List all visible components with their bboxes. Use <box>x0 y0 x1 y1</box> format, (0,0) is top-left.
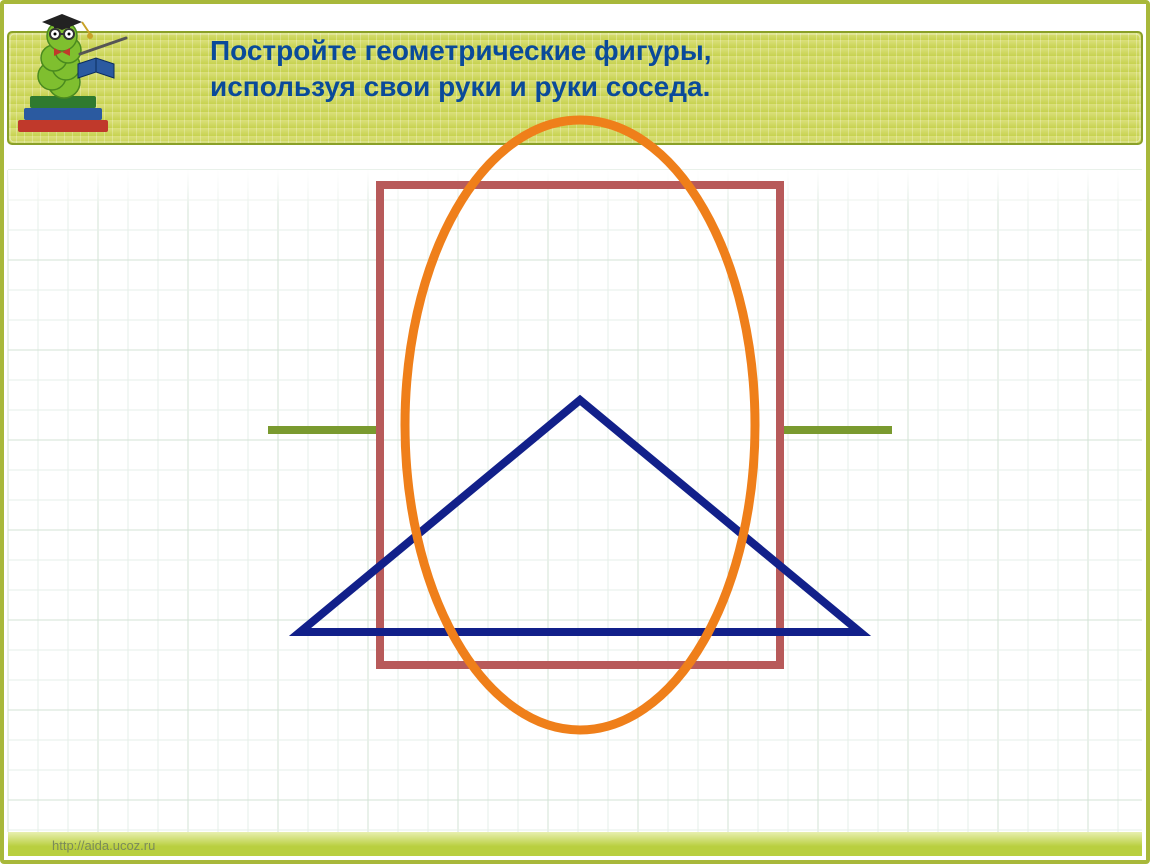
title-line-1: Постройте геометрические фигуры, <box>210 35 712 66</box>
title-line-2: используя свои руки и руки соседа. <box>210 71 710 102</box>
footer-url: http://aida.ucoz.ru <box>52 838 155 853</box>
slide-svg: Постройте геометрические фигуры, использ… <box>0 0 1150 864</box>
slide-stage: Постройте геометрические фигуры, использ… <box>0 0 1150 864</box>
footer-bar <box>8 832 1142 856</box>
